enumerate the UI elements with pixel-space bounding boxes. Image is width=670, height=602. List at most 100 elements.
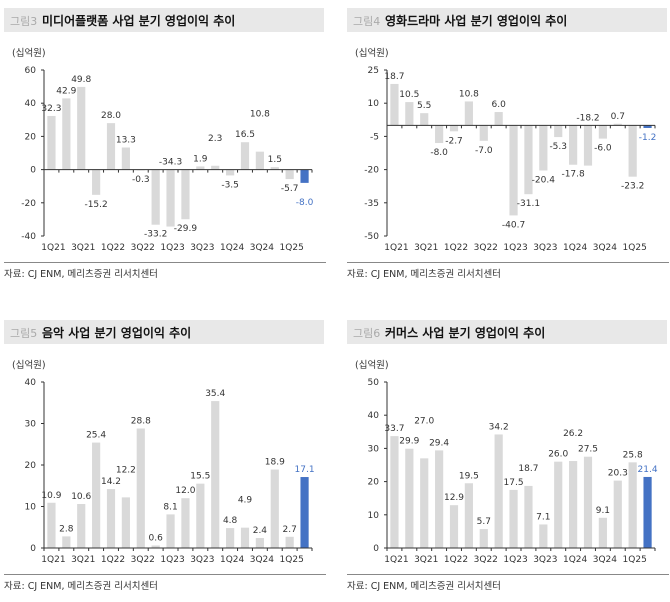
bar (92, 169, 101, 195)
x-tick-label: 1Q21 (384, 243, 408, 253)
y-tick-label: -50 (364, 232, 379, 242)
y-tick-label: -35 (364, 199, 379, 209)
bar (226, 528, 235, 548)
divider (347, 574, 669, 575)
data-label: 9.1 (596, 506, 610, 516)
bar (628, 125, 637, 177)
data-label: 2.7 (283, 525, 297, 535)
data-label: 2.8 (59, 524, 74, 534)
data-label: 26.2 (563, 429, 583, 439)
chart-header: 그림3 미디어플랫폼 사업 분기 영업이익 추이 (4, 8, 324, 32)
unit-label: (십억원) (12, 360, 46, 371)
x-tick-label: 1Q21 (384, 555, 408, 565)
data-label: 14.2 (101, 477, 121, 487)
x-tick-label: 3Q24 (250, 243, 275, 253)
data-label: 21.4 (638, 465, 658, 475)
y-tick-label: 30 (368, 444, 380, 454)
data-label: 25.4 (86, 431, 106, 441)
y-tick-label: 40 (368, 411, 380, 421)
bar (226, 169, 235, 176)
bar (151, 169, 160, 225)
bar (539, 125, 548, 171)
data-label: -23.2 (621, 182, 644, 192)
bar (240, 527, 250, 548)
bar (479, 529, 488, 548)
bar (166, 169, 175, 227)
data-label: -33.2 (144, 230, 167, 240)
bar (47, 502, 56, 548)
data-label: -17.8 (561, 170, 585, 180)
bar (449, 505, 459, 548)
y-tick-label: 25 (368, 66, 379, 76)
bar (390, 436, 399, 548)
data-label: 32.3 (41, 104, 61, 114)
chart-header: 그림5 음악 사업 분기 영업이익 추이 (4, 320, 324, 344)
data-label: -1.2 (639, 133, 657, 143)
bar (435, 125, 444, 144)
x-tick-label: 1Q25 (623, 555, 647, 565)
data-label: -34.3 (159, 158, 182, 168)
x-tick-label: 1Q23 (503, 243, 527, 253)
x-tick-label: 3Q21 (71, 243, 95, 253)
source-note: 자료: CJ ENM, 메리츠증권 리서치센터 (347, 269, 501, 280)
x-tick-label: 1Q24 (563, 243, 588, 253)
y-tick-label: 20 (25, 461, 37, 471)
data-label: 8.1 (163, 502, 177, 512)
y-tick-label: 50 (368, 378, 380, 388)
bar (435, 450, 444, 548)
y-tick-label: 10 (368, 511, 380, 521)
bar (479, 125, 488, 141)
data-label: 15.5 (190, 472, 210, 482)
bar (569, 125, 578, 165)
data-label: 17.1 (295, 465, 315, 475)
bar (300, 169, 309, 183)
chart-header: 그림6 커머스 사업 분기 영업이익 추이 (347, 320, 667, 344)
chart-title: 음악 사업 분기 영업이익 추이 (42, 326, 192, 340)
x-tick-label: 1Q23 (160, 555, 184, 565)
bar (255, 538, 264, 548)
x-tick-label: 1Q23 (503, 555, 527, 565)
y-tick-label: 30 (25, 420, 37, 430)
x-tick-label: 3Q23 (190, 243, 214, 253)
bar (583, 125, 593, 166)
data-label: 18.7 (384, 72, 404, 82)
data-label: 19.5 (459, 471, 479, 481)
y-tick-label: 10 (25, 503, 37, 513)
y-tick-label: 0 (30, 544, 36, 554)
x-tick-label: 1Q21 (41, 555, 65, 565)
figure-number: 그림3 (10, 15, 38, 28)
divider (347, 262, 669, 263)
data-label: 28.8 (131, 416, 151, 426)
data-label: 10.8 (250, 110, 270, 120)
bar (554, 461, 563, 548)
y-tick-label: 60 (25, 66, 37, 76)
data-label: 6.0 (492, 100, 507, 110)
bar (569, 461, 578, 548)
x-tick-label: 1Q25 (280, 555, 304, 565)
data-label: -18.2 (576, 113, 599, 123)
bar (255, 151, 264, 170)
y-tick-label: -20 (21, 199, 36, 209)
bar (643, 125, 652, 128)
bar (598, 125, 607, 139)
y-tick-label: 40 (25, 99, 37, 109)
bar (270, 469, 279, 548)
x-tick-label: 1Q22 (101, 243, 125, 253)
data-label: 18.9 (265, 458, 285, 468)
x-tick-label: 1Q25 (280, 243, 304, 253)
chart-panel: 그림4 영화드라마 사업 분기 영업이익 추이 (십억원) 자료: CJ ENM… (343, 0, 669, 290)
bar (211, 401, 220, 548)
bar (449, 125, 459, 132)
bar (181, 498, 190, 548)
y-tick-label: -5 (370, 132, 379, 142)
bar (420, 458, 429, 548)
bar (539, 524, 548, 548)
y-tick-label: 10 (368, 99, 380, 109)
data-label: 35.4 (205, 389, 225, 399)
chart-panel: 그림5 음악 사업 분기 영업이익 추이 (십억원) 자료: CJ ENM, 메… (0, 312, 326, 602)
data-label: -3.5 (221, 180, 239, 190)
data-label: 10.6 (71, 492, 91, 502)
y-tick-label: -40 (21, 232, 36, 242)
bar (62, 536, 71, 548)
data-label: -20.4 (532, 175, 556, 185)
